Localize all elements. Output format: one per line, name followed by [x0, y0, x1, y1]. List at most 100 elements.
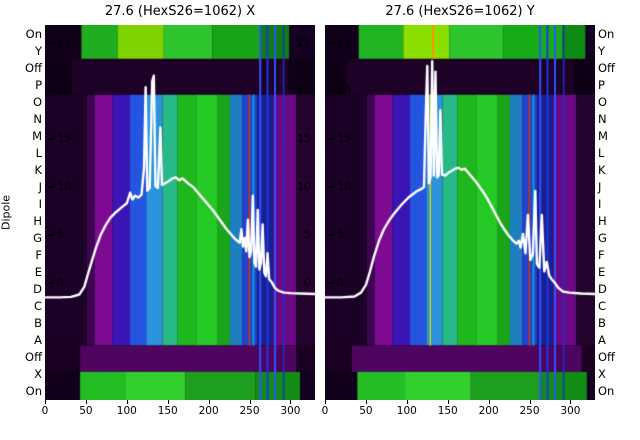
row-label-right: G: [598, 231, 607, 246]
inner-tick-label: 25: [328, 37, 351, 49]
x-tick-label: 100: [396, 405, 417, 417]
row-label-left: M: [32, 128, 42, 143]
x-tick-label: 0: [321, 405, 329, 417]
tick-value: 20: [57, 84, 71, 97]
panel-x-title: 27.6 (HexS26=1062) X: [104, 4, 256, 19]
inner-tick-label: 15: [328, 133, 351, 145]
x-tick-mark: [290, 400, 292, 404]
inner-tick-label-right: 15: [297, 132, 311, 145]
tick-mark: [48, 282, 54, 284]
row-label-left: On: [25, 384, 42, 399]
row-label-right: Y: [598, 43, 606, 58]
row-label-right: C: [598, 299, 607, 314]
tick-mark: [48, 234, 54, 236]
row-label-left: E: [34, 265, 42, 280]
row-label-right: On: [598, 384, 615, 399]
tick-mark: [328, 138, 334, 140]
heatmap-panel-y: [325, 25, 595, 400]
x-tick-mark: [208, 400, 210, 404]
row-label-left: X: [34, 367, 42, 382]
inner-tick-label: 10: [48, 181, 71, 193]
tick-mark: [48, 186, 54, 188]
heatmap-panel-x: [45, 25, 315, 400]
tick-mark: [328, 90, 334, 92]
tick-mark: [48, 138, 54, 140]
tick-value: 25: [337, 36, 351, 49]
inner-tick-label-right: 25: [297, 36, 311, 49]
row-label-right: O: [598, 94, 608, 109]
row-label-right: X: [598, 367, 606, 382]
tick-value: 10: [57, 180, 71, 193]
tick-mark: [328, 186, 334, 188]
row-label-left: N: [33, 111, 42, 126]
row-label-left: J: [38, 179, 42, 194]
inner-tick-label: 15: [48, 133, 71, 145]
row-label-left: C: [33, 299, 42, 314]
x-tick-mark: [488, 400, 490, 404]
x-tick-label: 0: [41, 405, 49, 417]
tick-value: 25: [57, 36, 71, 49]
row-label-right: M: [598, 128, 608, 143]
x-tick-label: 150: [437, 405, 458, 417]
x-tick-mark: [570, 400, 572, 404]
inner-tick-label: 5: [328, 229, 344, 241]
tick-value: 15: [337, 132, 351, 145]
x-tick-mark: [406, 400, 408, 404]
tick-value: 0: [57, 276, 64, 289]
row-label-right: A: [598, 333, 606, 348]
tick-value: 5: [57, 228, 64, 241]
inner-tick-label-right: 10: [297, 180, 311, 193]
row-label-left: Y: [34, 43, 42, 58]
inner-tick-label: 0: [48, 277, 64, 289]
x-tick-label: 50: [359, 405, 373, 417]
tick-mark: [48, 42, 54, 44]
panel-y-title: 27.6 (HexS26=1062) Y: [385, 4, 535, 19]
tick-mark: [328, 42, 334, 44]
inner-tick-label-right: 0: [304, 276, 311, 289]
row-label-right: Off: [598, 60, 615, 75]
row-label-left: O: [32, 94, 42, 109]
inner-tick-label: 20: [48, 85, 71, 97]
x-tick-label: 50: [79, 405, 93, 417]
x-tick-mark: [447, 400, 449, 404]
x-tick-label: 200: [478, 405, 499, 417]
row-label-right: K: [598, 162, 606, 177]
row-label-right: P: [598, 77, 605, 92]
inner-tick-label: 5: [48, 229, 64, 241]
row-label-left: Off: [25, 60, 42, 75]
tick-value: 10: [337, 180, 351, 193]
x-tick-mark: [126, 400, 128, 404]
tick-mark: [48, 90, 54, 92]
row-label-right: H: [598, 214, 607, 229]
row-label-left: K: [34, 162, 42, 177]
row-label-left: P: [35, 77, 42, 92]
x-tick-label: 250: [239, 405, 260, 417]
row-label-left: D: [33, 282, 42, 297]
x-tick-mark: [45, 400, 46, 404]
row-label-right: I: [598, 196, 602, 211]
tick-mark: [328, 234, 334, 236]
inner-tick-label: 20: [328, 85, 351, 97]
row-label-left: G: [33, 231, 42, 246]
row-label-left: L: [35, 145, 42, 160]
row-label-right: L: [598, 145, 605, 160]
row-label-left: Off: [25, 350, 42, 365]
tick-value: 20: [337, 84, 351, 97]
inner-tick-label: 0: [328, 277, 344, 289]
row-label-left: B: [34, 316, 42, 331]
row-label-left: I: [38, 196, 42, 211]
x-tick-mark: [167, 400, 169, 404]
tick-value: 5: [337, 228, 344, 241]
row-label-right: B: [598, 316, 606, 331]
x-tick-mark: [85, 400, 87, 404]
x-tick-mark: [249, 400, 251, 404]
x-tick-label: 300: [560, 405, 581, 417]
row-label-right: On: [598, 26, 615, 41]
row-label-right: Off: [598, 350, 615, 365]
x-tick-mark: [325, 400, 326, 404]
tick-value: 15: [57, 132, 71, 145]
inner-tick-label-right: 5: [304, 228, 311, 241]
x-tick-mark: [365, 400, 367, 404]
x-tick-label: 100: [116, 405, 137, 417]
